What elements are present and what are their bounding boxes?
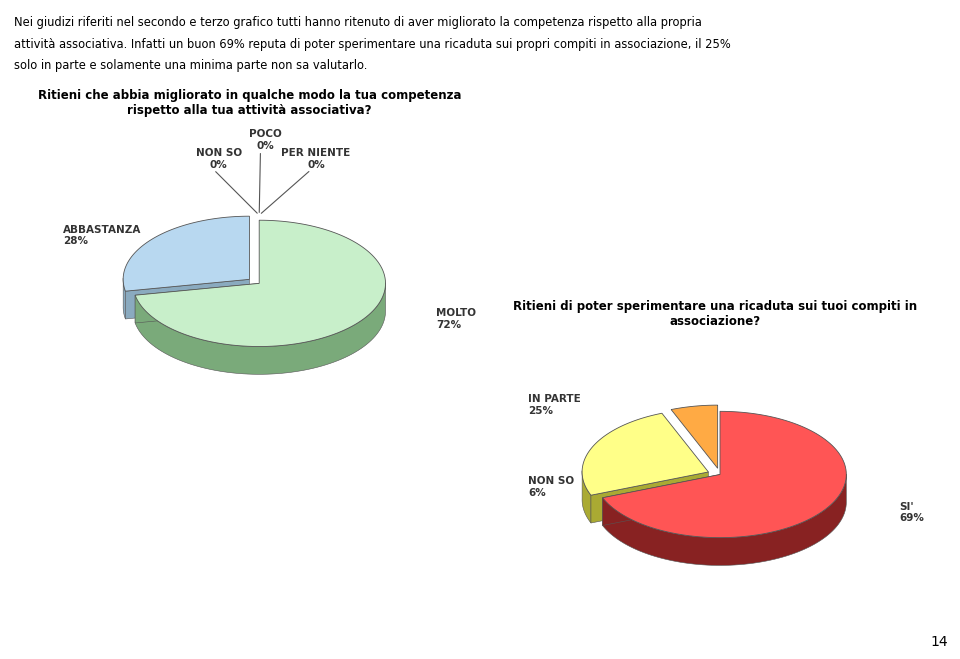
Text: ABBASTANZA
28%: ABBASTANZA 28% [63,225,142,246]
Polygon shape [123,278,126,319]
Text: Nei giudizi riferiti nel secondo e terzo grafico tutti hanno ritenuto di aver mi: Nei giudizi riferiti nel secondo e terzo… [14,16,703,30]
Text: Ritieni che abbia migliorato in qualche modo la tua competenza
rispetto alla tua: Ritieni che abbia migliorato in qualche … [37,89,462,117]
Text: MOLTO
72%: MOLTO 72% [436,308,476,330]
Polygon shape [135,283,386,374]
Text: PER NIENTE
0%: PER NIENTE 0% [281,148,350,169]
Polygon shape [671,405,718,469]
Text: IN PARTE
25%: IN PARTE 25% [528,394,581,416]
Polygon shape [591,472,708,523]
Text: SI'
69%: SI' 69% [900,501,924,523]
Polygon shape [582,413,708,495]
Polygon shape [603,474,847,565]
Polygon shape [603,474,720,525]
Polygon shape [135,220,386,347]
Text: NON SO
6%: NON SO 6% [528,476,574,498]
Text: solo in parte e solamente una minima parte non sa valutarlo.: solo in parte e solamente una minima par… [14,59,368,72]
Text: 14: 14 [931,635,948,649]
Polygon shape [603,411,847,538]
Text: Ritieni di poter sperimentare una ricaduta sui tuoi compiti in
associazione?: Ritieni di poter sperimentare una ricadu… [514,300,917,328]
Text: POCO
0%: POCO 0% [250,129,282,151]
Polygon shape [126,279,250,319]
Text: attività associativa. Infatti un buon 69% reputa di poter sperimentare una ricad: attività associativa. Infatti un buon 69… [14,38,732,51]
Text: NON SO
0%: NON SO 0% [196,148,242,169]
Polygon shape [135,283,259,323]
Polygon shape [582,471,591,523]
Polygon shape [123,216,250,291]
